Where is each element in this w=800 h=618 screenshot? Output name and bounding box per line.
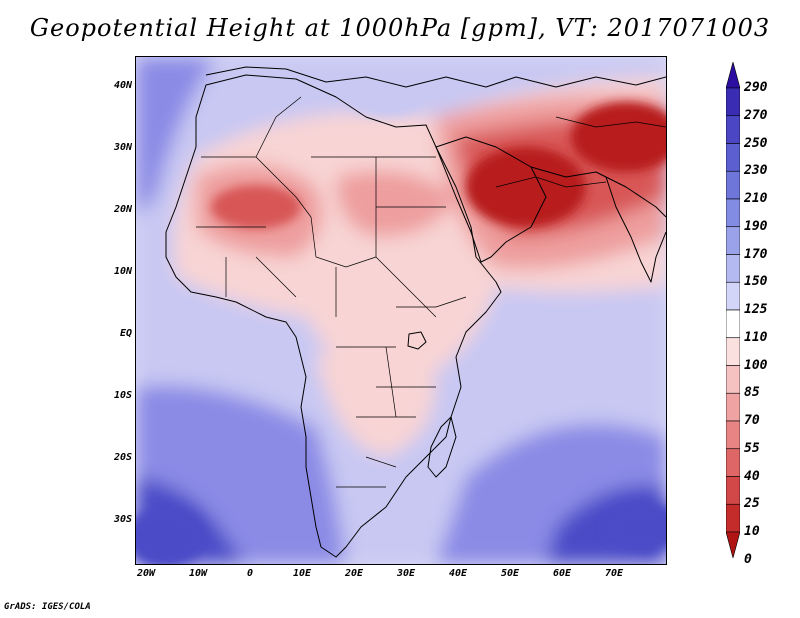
colorbar-label: 270 — [744, 107, 768, 123]
field-arabia-core — [466, 147, 586, 227]
page-title: Geopotential Height at 1000hPa [gpm], VT… — [29, 14, 771, 42]
colorbar-label: 190 — [744, 218, 768, 234]
map-panel — [135, 56, 667, 565]
lat-label-20s: 20S — [113, 452, 132, 463]
colorbar-label: 70 — [744, 413, 760, 428]
colorbar-segment — [726, 420, 740, 450]
lat-label-20n: 20N — [113, 204, 132, 215]
colorbar-segment — [726, 170, 740, 200]
india-outline — [605, 176, 666, 283]
colorbar-label: 170 — [744, 246, 768, 262]
colorbar-label: 40 — [744, 468, 760, 484]
lake-victoria — [407, 331, 427, 350]
colorbar — [726, 62, 740, 558]
field-mali-core — [211, 185, 301, 229]
colorbar-segment — [726, 254, 740, 283]
colorbar-segment — [726, 503, 740, 533]
colorbar-cap-top — [726, 62, 740, 89]
mediterranean-north — [205, 66, 666, 88]
colorbar-segment — [726, 476, 740, 505]
field-sahara-east — [336, 170, 456, 237]
lon-label-20e: 20E — [344, 568, 364, 579]
colorbar-segment — [726, 87, 740, 117]
africa-coastline — [165, 74, 502, 558]
lon-label-20w: 20W — [136, 568, 156, 579]
colorbar-segment — [726, 365, 740, 394]
colorbar-label: 110 — [744, 329, 768, 345]
lon-label-30e: 30E — [396, 568, 416, 579]
colorbar-label: 10 — [744, 524, 760, 539]
colorbar-label: 100 — [744, 357, 768, 373]
colorbar-label: 0 — [744, 551, 752, 567]
arabian-peninsula — [435, 136, 547, 263]
colorbar-segment — [726, 143, 740, 172]
asia-coast — [530, 166, 666, 218]
colorbar-segment — [726, 226, 740, 255]
colorbar-segment — [726, 448, 740, 477]
field-med-neutral — [346, 77, 426, 117]
colorbar-label: 210 — [744, 191, 768, 206]
colorbar-label: 55 — [744, 440, 760, 456]
coastlines — [165, 66, 666, 558]
lat-label-30s: 30S — [113, 514, 132, 525]
lat-label-10s: 10S — [113, 390, 132, 401]
map-field — [136, 57, 666, 564]
colorbar-segments — [726, 62, 740, 558]
field-central-africa — [316, 345, 436, 457]
colorbar-label: 85 — [744, 385, 760, 401]
field-nw-ocean — [136, 57, 216, 217]
colorbar-segment — [726, 281, 740, 311]
lon-label-70e: 70E — [604, 568, 624, 579]
colorbar-label: 25 — [744, 496, 760, 512]
colorbar-segment — [726, 198, 740, 228]
country-borders — [196, 96, 666, 488]
colorbar-segment — [726, 392, 740, 422]
colorbar-label: 125 — [744, 302, 768, 317]
colorbar-segment — [726, 115, 740, 144]
colorbar-label: 230 — [744, 163, 768, 179]
lat-label-40n: 40N — [113, 80, 132, 91]
colorbar-label: 150 — [744, 274, 768, 290]
colorbar-label: 250 — [744, 135, 768, 151]
lat-label-30n: 30N — [113, 142, 132, 153]
lon-label-10w: 10W — [188, 568, 208, 579]
field-southwest-deep — [136, 507, 206, 564]
colorbar-cap-bottom — [726, 531, 740, 558]
credit-text: GrADS: IGES/COLA — [4, 602, 91, 612]
lon-label-50e: 50E — [500, 568, 520, 579]
field-iran-core — [571, 102, 666, 172]
colorbar-segment — [726, 309, 740, 339]
field-southeast-deep — [606, 502, 666, 552]
lon-label-40e: 40E — [448, 568, 468, 579]
lon-label-10e: 10E — [292, 568, 312, 579]
lat-label-eq: EQ — [119, 328, 132, 339]
colorbar-segment — [726, 337, 740, 366]
lon-label-0: 0 — [246, 568, 254, 579]
lat-label-10n: 10N — [113, 266, 132, 277]
colorbar-label: 290 — [744, 80, 768, 95]
lon-label-60e: 60E — [552, 568, 572, 579]
madagascar-outline — [427, 416, 457, 478]
